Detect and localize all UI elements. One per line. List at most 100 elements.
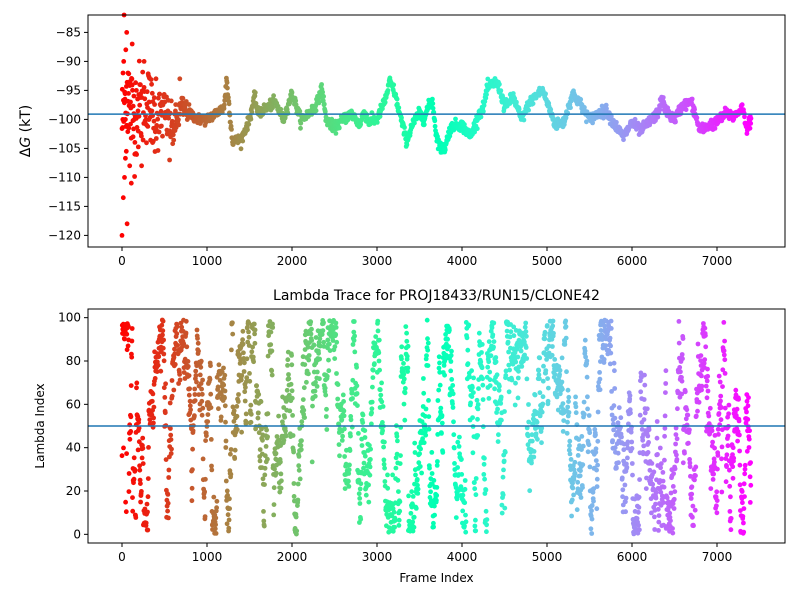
lambda-point bbox=[324, 373, 330, 379]
lambda-point bbox=[660, 478, 666, 484]
lambda-point bbox=[663, 390, 668, 395]
lambda-point bbox=[119, 453, 125, 459]
lambda-point bbox=[424, 353, 429, 358]
lambda-point bbox=[747, 428, 752, 434]
lambda-point bbox=[730, 464, 736, 470]
lambda-point bbox=[560, 429, 566, 434]
lambda-point bbox=[413, 506, 419, 511]
lambda-point bbox=[340, 392, 346, 398]
delta-g-point bbox=[739, 102, 745, 108]
lambda-point bbox=[252, 331, 257, 337]
lambda-point bbox=[169, 446, 174, 452]
lambda-point bbox=[165, 508, 171, 514]
lambda-point bbox=[203, 438, 209, 443]
delta-g-point bbox=[321, 94, 326, 99]
lambda-point bbox=[744, 448, 750, 454]
lambda-point bbox=[718, 405, 724, 410]
lambda-point bbox=[161, 351, 167, 357]
lambda-point bbox=[197, 372, 203, 378]
lambda-point bbox=[397, 499, 403, 505]
lambda-point bbox=[603, 336, 609, 342]
lambda-point bbox=[133, 515, 139, 520]
lambda-point bbox=[725, 433, 731, 439]
lambda-point bbox=[126, 489, 132, 494]
lambda-point bbox=[663, 381, 669, 386]
delta-g-point bbox=[240, 138, 246, 144]
lambda-point bbox=[434, 493, 440, 498]
delta-g-point bbox=[136, 113, 142, 119]
lambda-point bbox=[332, 344, 338, 350]
lambda-point bbox=[684, 407, 690, 413]
lambda-point bbox=[550, 318, 556, 324]
lambda-point bbox=[189, 485, 195, 491]
delta-g-chart: 0 1000 2000 3000 4000 5000 6000 7000 −120−115−1… bbox=[18, 12, 786, 268]
lambda-point bbox=[390, 528, 396, 534]
delta-g-point bbox=[298, 120, 304, 126]
lambda-point bbox=[199, 391, 205, 397]
lambda-point bbox=[709, 428, 715, 434]
lambda-y-tick-label: 80 bbox=[66, 354, 81, 368]
lambda-point bbox=[482, 455, 487, 461]
lambda-point bbox=[662, 457, 667, 463]
lambda-point bbox=[420, 436, 425, 442]
lambda-point bbox=[742, 466, 748, 472]
lambda-point bbox=[597, 370, 602, 375]
lambda-point bbox=[354, 383, 360, 389]
lambda-point bbox=[672, 466, 678, 472]
delta-g-point bbox=[130, 87, 135, 93]
lambda-point bbox=[223, 445, 229, 450]
lambda-point bbox=[636, 494, 642, 500]
lambda-point bbox=[309, 326, 314, 332]
lambda-point bbox=[499, 502, 505, 508]
delta-g-point bbox=[395, 101, 400, 107]
lambda-point bbox=[487, 369, 493, 375]
delta-g-y-tick-label: −120 bbox=[48, 228, 81, 242]
lambda-point bbox=[701, 360, 707, 366]
lambda-point bbox=[350, 342, 356, 347]
lambda-point bbox=[425, 340, 431, 346]
lambda-point bbox=[641, 443, 647, 449]
delta-g-point bbox=[156, 129, 162, 135]
lambda-point bbox=[573, 404, 579, 410]
lambda-point bbox=[250, 354, 256, 360]
lambda-point bbox=[321, 339, 327, 345]
delta-g-point bbox=[149, 108, 155, 114]
lambda-point bbox=[187, 403, 193, 409]
lambda-point bbox=[670, 484, 676, 489]
lambda-point bbox=[740, 514, 746, 519]
lambda-point bbox=[410, 494, 416, 499]
lambda-point bbox=[459, 472, 465, 477]
lambda-point bbox=[526, 419, 532, 425]
lambda-point bbox=[566, 410, 572, 415]
lambda-point bbox=[480, 376, 485, 382]
lambda-point bbox=[616, 460, 621, 466]
delta-g-point bbox=[156, 95, 161, 101]
delta-g-point bbox=[285, 111, 291, 116]
lambda-point bbox=[314, 384, 320, 389]
lambda-point bbox=[394, 433, 400, 439]
delta-g-x-tick-label: 6000 bbox=[617, 254, 648, 268]
lambda-point bbox=[536, 372, 542, 378]
lambda-point bbox=[306, 353, 312, 358]
lambda-point bbox=[481, 472, 487, 477]
lambda-point bbox=[731, 455, 737, 461]
lambda-point bbox=[169, 393, 175, 399]
lambda-point bbox=[200, 456, 206, 462]
lambda-point bbox=[628, 429, 634, 435]
lambda-point bbox=[260, 437, 265, 443]
delta-g-point bbox=[124, 221, 130, 227]
lambda-point bbox=[333, 320, 339, 326]
delta-g-x-tick-label: 7000 bbox=[702, 254, 733, 268]
lambda-point bbox=[399, 344, 405, 350]
delta-g-point bbox=[144, 122, 150, 128]
lambda-point bbox=[593, 432, 598, 438]
lambda-point bbox=[218, 418, 224, 423]
lambda-point bbox=[422, 413, 428, 419]
lambda-point bbox=[395, 477, 401, 483]
delta-g-point bbox=[130, 134, 136, 140]
lambda-point bbox=[674, 457, 680, 462]
lambda-point bbox=[192, 386, 198, 392]
lambda-point bbox=[175, 343, 181, 348]
lambda-point bbox=[741, 520, 746, 526]
